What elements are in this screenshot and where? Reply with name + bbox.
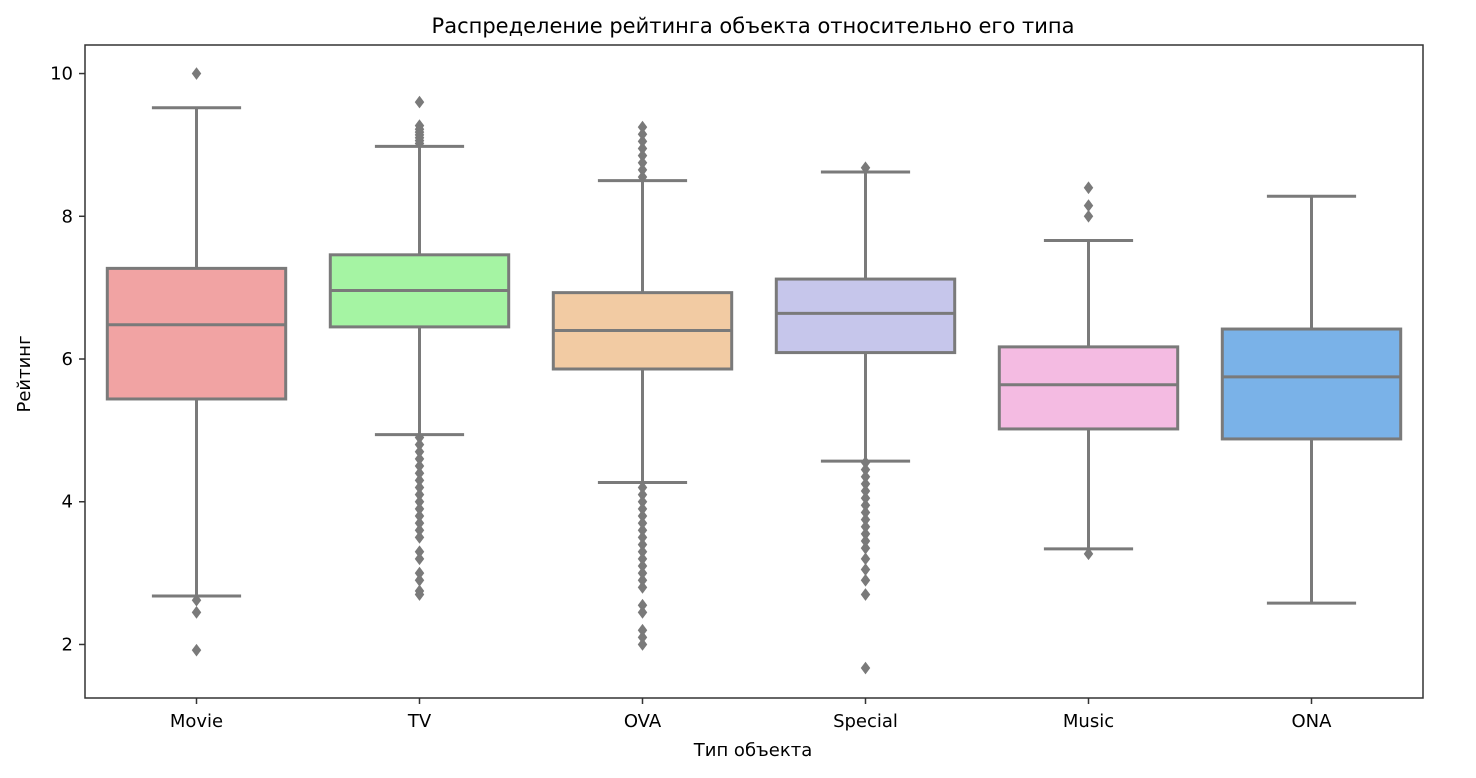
box-group-music (997, 181, 1180, 561)
outlier-point (860, 541, 871, 555)
outlier-point (414, 531, 425, 544)
y-axis-label: Рейтинг (14, 335, 35, 412)
outlier-point (414, 95, 425, 109)
outlier-point (637, 581, 648, 594)
outlier-point (1083, 181, 1094, 195)
box-group-ona (1220, 194, 1403, 605)
outlier-point (637, 170, 648, 184)
box-group-ova (551, 120, 734, 651)
x-tick-label: TV (407, 711, 432, 732)
outlier-point (860, 552, 871, 566)
outlier-point (191, 67, 202, 80)
outlier-point (191, 606, 202, 619)
outlier-point (860, 563, 871, 576)
outlier-point (414, 588, 425, 601)
outlier-point (414, 573, 425, 587)
outlier-point (860, 573, 871, 587)
y-axis: 2 4 6 8 10 (50, 64, 85, 655)
y-tick-label: 2 (62, 634, 73, 655)
x-axis-label: Тип объекта (693, 740, 812, 761)
plot-area (105, 67, 1403, 675)
outlier-point (191, 593, 202, 607)
x-tick-label: OVA (624, 711, 662, 732)
outlier-point (414, 552, 425, 566)
x-tick-label: ONA (1292, 711, 1333, 732)
box-ona (1220, 327, 1403, 441)
outlier-point (860, 588, 871, 601)
box-special (774, 277, 957, 355)
outlier-point (1083, 199, 1094, 212)
box-movie (105, 266, 288, 401)
outlier-point (860, 661, 871, 675)
x-tick-label: Music (1063, 711, 1114, 732)
outlier-point (191, 643, 202, 657)
box-group-movie (105, 67, 288, 657)
outlier-point (637, 606, 648, 619)
box-music (997, 345, 1180, 431)
y-tick-label: 6 (62, 349, 73, 370)
outlier-point (860, 161, 871, 175)
x-tick-label: Special (833, 711, 898, 732)
outlier-point (637, 638, 648, 651)
x-tick-label: Movie (170, 711, 223, 732)
y-tick-label: 4 (62, 492, 73, 513)
box-group-special (774, 161, 957, 675)
box-group-tv (328, 95, 511, 601)
outlier-point (1083, 547, 1094, 561)
plot-frame (84, 44, 1424, 699)
outlier-point (1083, 209, 1094, 223)
chart-title: Распределение рейтинга объекта относител… (432, 14, 1075, 38)
x-axis: Movie TV OVA Special Music ONA (170, 698, 1332, 732)
outlier-point (414, 137, 425, 150)
y-tick-label: 10 (50, 64, 73, 85)
y-tick-label: 8 (62, 206, 73, 227)
